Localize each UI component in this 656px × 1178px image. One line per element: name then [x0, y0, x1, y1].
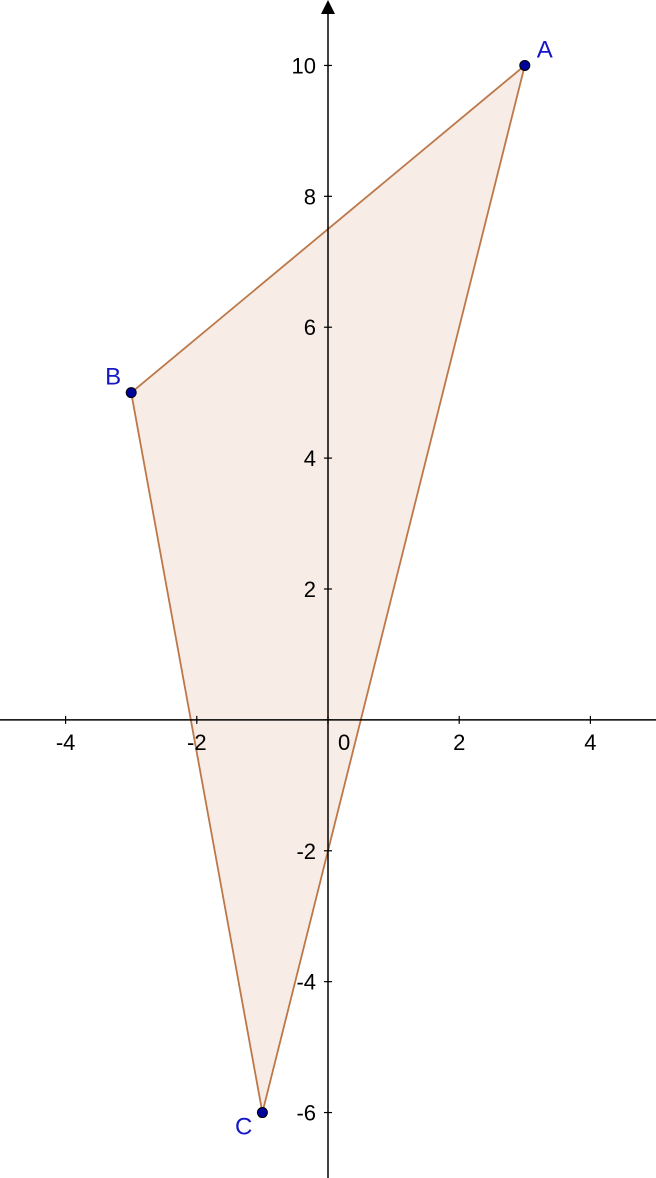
point-b [126, 388, 136, 398]
x-tick-label: -2 [187, 730, 207, 755]
point-a [520, 60, 530, 70]
y-tick-label: 8 [304, 184, 316, 209]
point-label-b: B [105, 364, 121, 391]
y-tick-label: 2 [304, 577, 316, 602]
point-label-a: A [537, 36, 553, 63]
x-tick-label: 4 [584, 730, 596, 755]
y-tick-label: -4 [296, 970, 316, 995]
x-tick-label: -4 [56, 730, 76, 755]
x-tick-label: 0 [338, 730, 350, 755]
y-tick-label: 6 [304, 315, 316, 340]
y-tick-label: -2 [296, 839, 316, 864]
point-label-c: C [235, 1114, 252, 1141]
coordinate-plot: -4 -2 0 2 4 -6 -4 -2 2 4 6 8 10 A B C [0, 0, 656, 1178]
y-tick-label: -6 [296, 1101, 316, 1126]
tick-group: -4 -2 0 2 4 -6 -4 -2 2 4 6 8 10 [56, 53, 597, 1125]
point-c [257, 1108, 267, 1118]
y-tick-label: 4 [304, 446, 316, 471]
y-axis-arrowhead [321, 0, 335, 14]
y-tick-label: 10 [292, 53, 316, 78]
x-tick-label: 2 [453, 730, 465, 755]
